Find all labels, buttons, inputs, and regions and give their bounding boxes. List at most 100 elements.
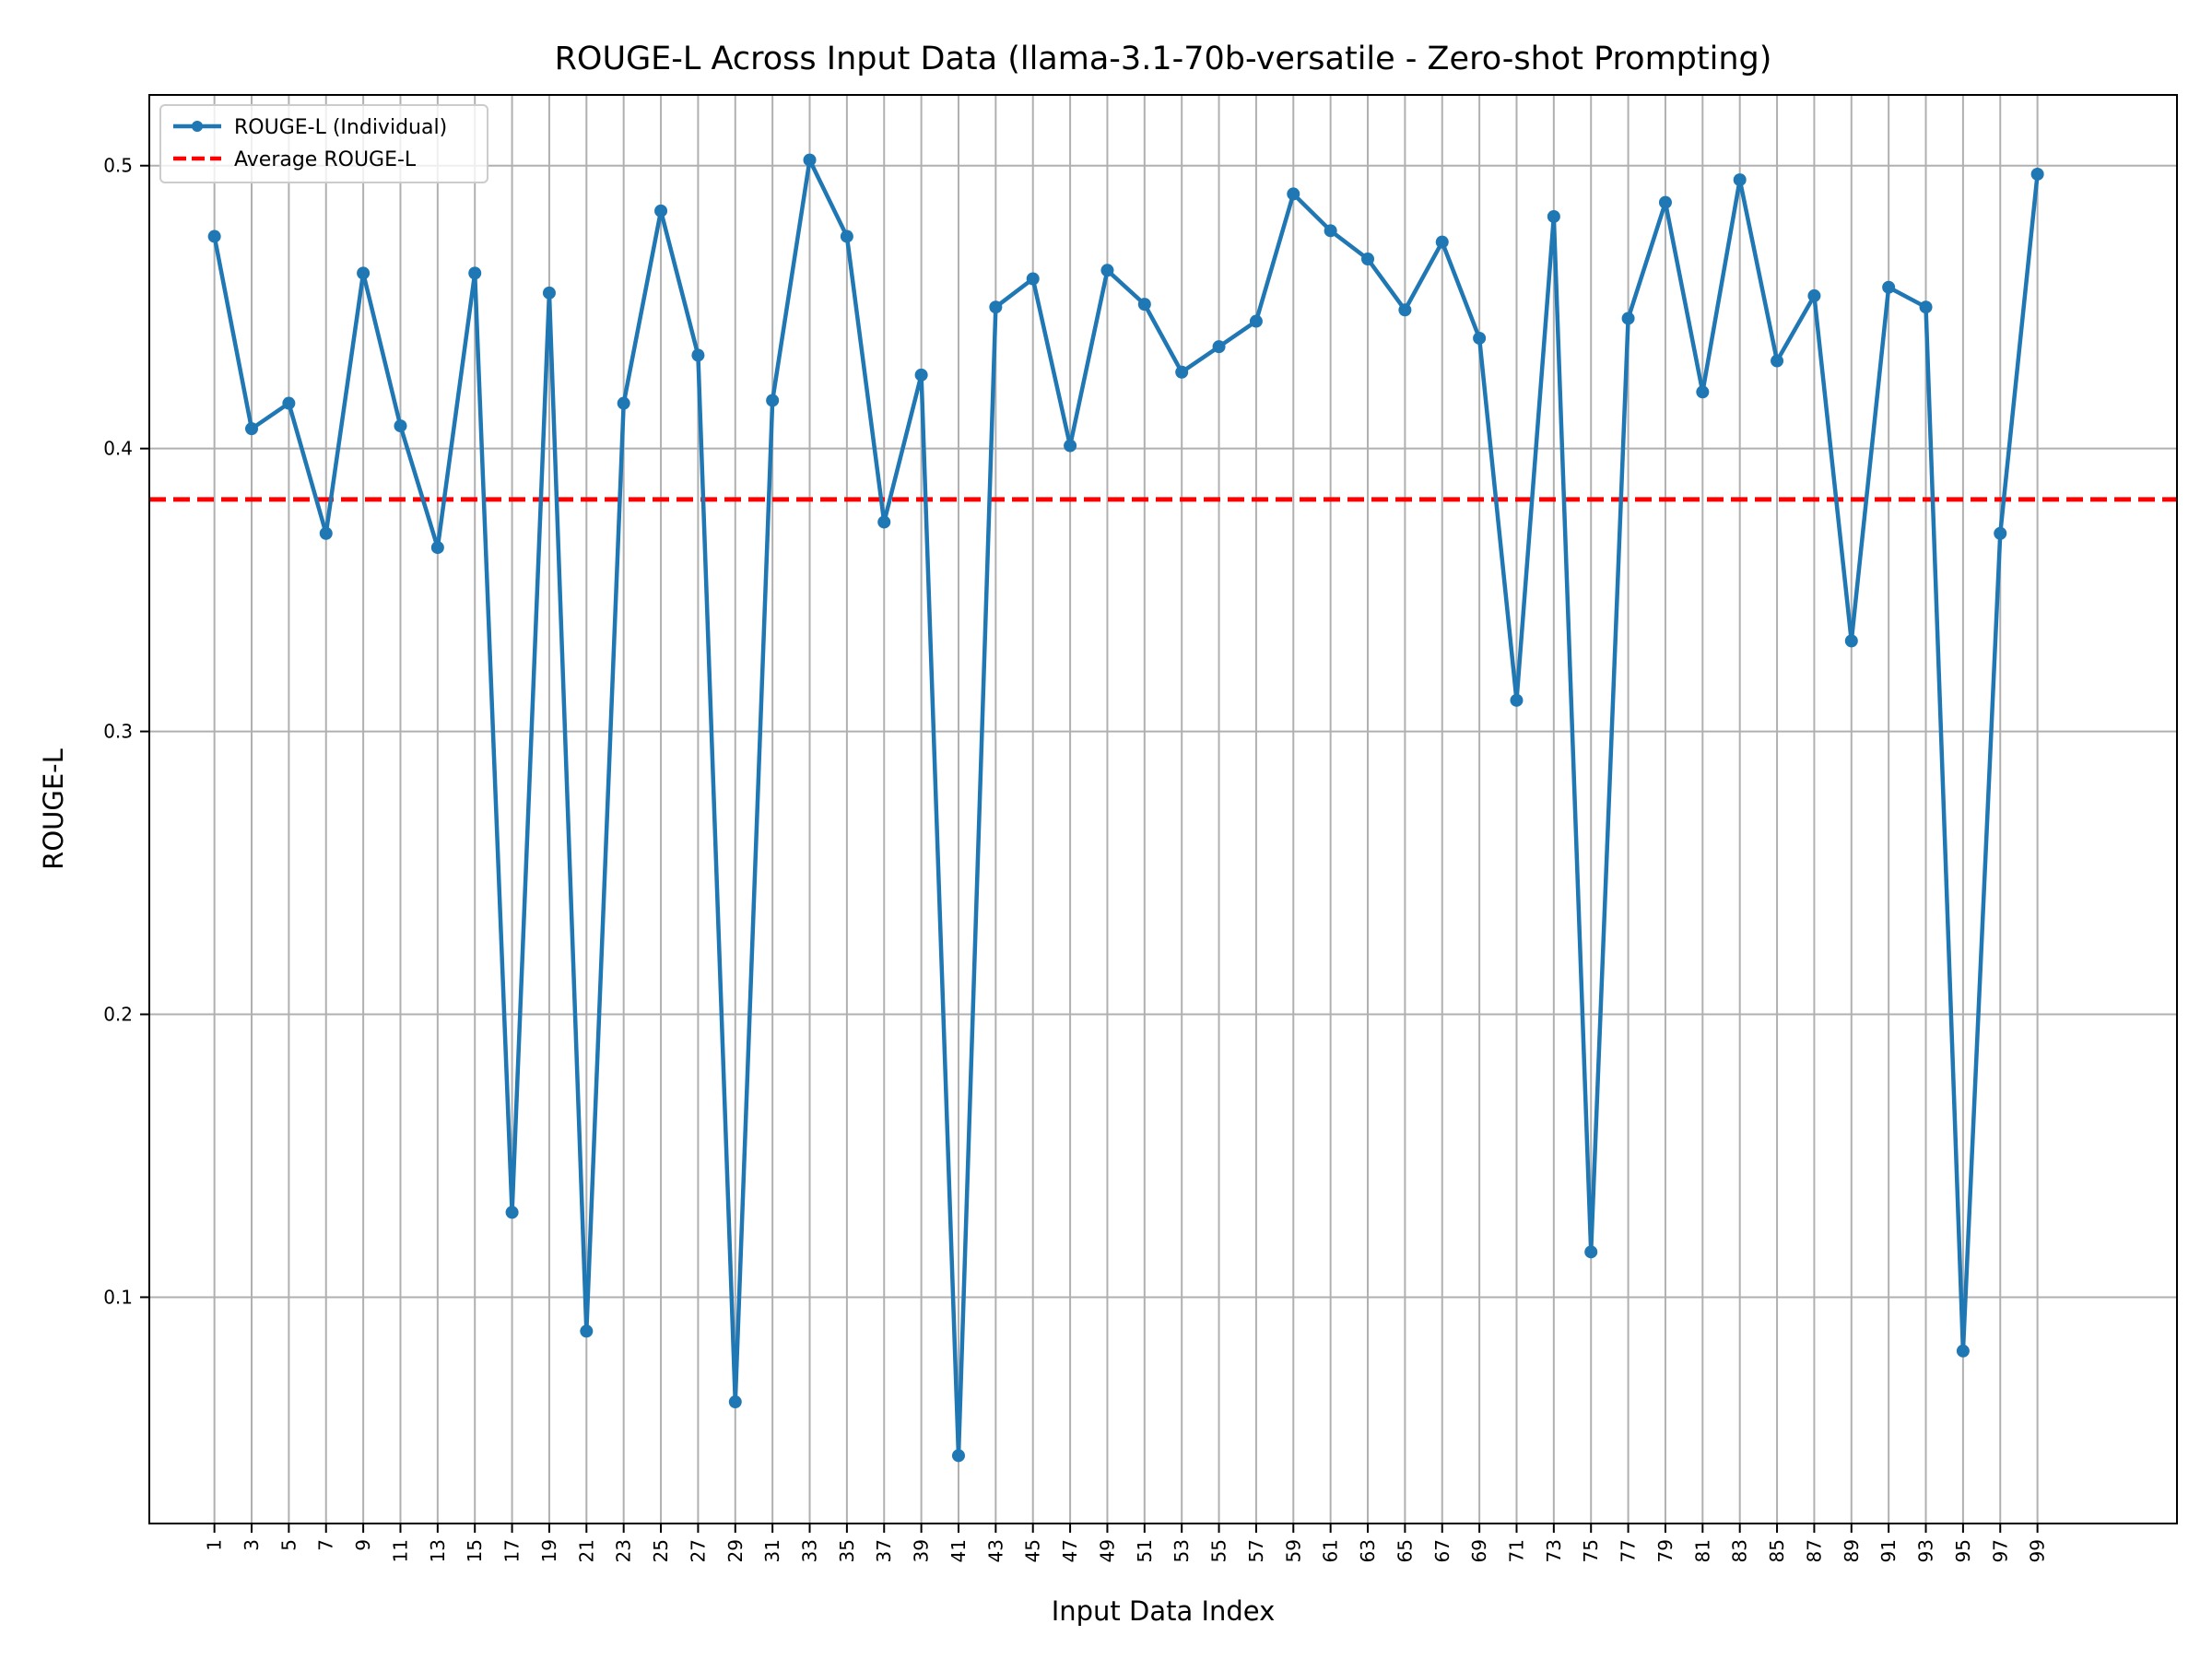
- y-tick-label: 0.1: [103, 1286, 133, 1308]
- data-point: [803, 153, 817, 167]
- data-point: [877, 515, 891, 529]
- data-point: [505, 1206, 519, 1219]
- data-point: [2030, 167, 2044, 181]
- data-point: [319, 526, 333, 540]
- data-point: [914, 368, 928, 382]
- series-line-individual: [212, 158, 2040, 1458]
- data-point: [430, 541, 444, 555]
- x-tick-label: 3: [241, 1539, 263, 1551]
- data-point: [1807, 288, 1821, 302]
- x-tick-label: 23: [613, 1539, 635, 1562]
- x-tick-label: 39: [911, 1539, 933, 1562]
- data-point: [1212, 340, 1226, 354]
- x-tick-label: 99: [2027, 1539, 2049, 1562]
- x-tick-label: 71: [1505, 1539, 1527, 1562]
- data-point: [951, 1449, 965, 1463]
- x-tick-label: 81: [1691, 1539, 1713, 1562]
- data-point: [654, 204, 668, 218]
- legend-label-individual: ROUGE-L (Individual): [234, 116, 447, 139]
- x-tick-label: 75: [1580, 1539, 1602, 1562]
- data-point: [728, 1395, 742, 1409]
- data-point: [1398, 303, 1412, 317]
- data-point: [1771, 354, 1784, 368]
- data-point: [1249, 314, 1263, 328]
- data-point: [989, 300, 1003, 314]
- x-tick-label: 87: [1803, 1539, 1825, 1562]
- data-point: [1473, 331, 1487, 345]
- x-tick-label: 19: [538, 1539, 560, 1562]
- data-point: [1621, 312, 1635, 325]
- data-point: [1137, 298, 1151, 312]
- x-tick-label: 91: [1877, 1539, 1900, 1562]
- data-point: [1100, 264, 1114, 277]
- data-point: [1175, 365, 1189, 379]
- data-point: [1584, 1245, 1598, 1259]
- x-tick-label: 53: [1171, 1539, 1193, 1562]
- data-point: [691, 348, 705, 362]
- chart-title: ROUGE-L Across Input Data (llama-3.1-70b…: [555, 41, 1772, 77]
- x-axis: 1 3 5 7 9 11 13 15 17 19 21 23 25 27 29 31 33 35 37 39 41 43 4…: [204, 1524, 2049, 1562]
- x-tick-label: 11: [389, 1539, 411, 1562]
- legend-marker-individual: [192, 121, 203, 132]
- grid-lines: [149, 95, 2177, 1524]
- data-point: [1064, 439, 1077, 453]
- x-tick-label: 93: [1915, 1539, 1937, 1562]
- x-axis-label: Input Data Index: [1052, 1595, 1276, 1627]
- x-tick-label: 69: [1468, 1539, 1490, 1562]
- x-tick-label: 9: [352, 1539, 374, 1551]
- x-tick-label: 31: [761, 1539, 783, 1562]
- legend-label-average: Average ROUGE-L: [234, 148, 417, 171]
- x-tick-label: 89: [1841, 1539, 1863, 1562]
- x-tick-label: 17: [501, 1539, 524, 1562]
- data-point: [468, 266, 482, 280]
- x-tick-label: 85: [1766, 1539, 1788, 1562]
- data-point: [1324, 224, 1337, 238]
- y-tick-label: 0.4: [103, 438, 133, 460]
- series-group: [149, 153, 2177, 1463]
- legend: ROUGE-L (Individual) Average ROUGE-L: [159, 104, 488, 183]
- x-tick-label: 73: [1543, 1539, 1565, 1562]
- x-tick-label: 83: [1729, 1539, 1751, 1562]
- plot-frame: [148, 94, 2178, 1524]
- x-tick-label: 61: [1320, 1539, 1342, 1562]
- x-tick-label: 59: [1282, 1539, 1304, 1562]
- data-point: [1658, 195, 1672, 209]
- data-point: [1287, 187, 1300, 201]
- data-point: [1510, 693, 1524, 707]
- data-point: [1994, 526, 2007, 540]
- data-point: [1547, 209, 1560, 223]
- y-axis: 0.1 0.2 0.3 0.4 0.5: [103, 155, 149, 1308]
- data-point: [1696, 385, 1710, 399]
- x-tick-label: 43: [984, 1539, 1006, 1562]
- x-tick-label: 41: [947, 1539, 970, 1562]
- x-tick-label: 65: [1394, 1539, 1416, 1562]
- data-point: [1882, 280, 1896, 294]
- data-point: [840, 229, 853, 243]
- data-point: [1844, 634, 1858, 648]
- x-tick-label: 7: [315, 1539, 337, 1551]
- data-point: [1919, 300, 1933, 314]
- y-tick-label: 0.5: [103, 155, 133, 177]
- y-axis-label: ROUGE-L: [38, 748, 69, 870]
- x-tick-label: 15: [464, 1539, 486, 1562]
- data-point: [542, 286, 556, 300]
- data-point: [394, 419, 407, 433]
- data-point: [1026, 272, 1040, 286]
- data-point: [617, 396, 630, 410]
- legend-box: [159, 104, 488, 183]
- data-point: [282, 396, 296, 410]
- x-tick-label: 35: [836, 1539, 858, 1562]
- x-tick-label: 25: [650, 1539, 672, 1562]
- data-point: [245, 422, 259, 436]
- x-tick-label: 5: [277, 1539, 300, 1551]
- y-tick-label: 0.3: [103, 721, 133, 743]
- x-tick-label: 57: [1245, 1539, 1267, 1562]
- x-tick-label: 67: [1431, 1539, 1453, 1562]
- data-point: [1435, 235, 1449, 249]
- data-point: [766, 394, 780, 407]
- x-tick-label: 33: [799, 1539, 821, 1562]
- x-tick-label: 79: [1654, 1539, 1677, 1562]
- x-tick-label: 21: [575, 1539, 597, 1562]
- x-tick-label: 97: [1989, 1539, 2011, 1562]
